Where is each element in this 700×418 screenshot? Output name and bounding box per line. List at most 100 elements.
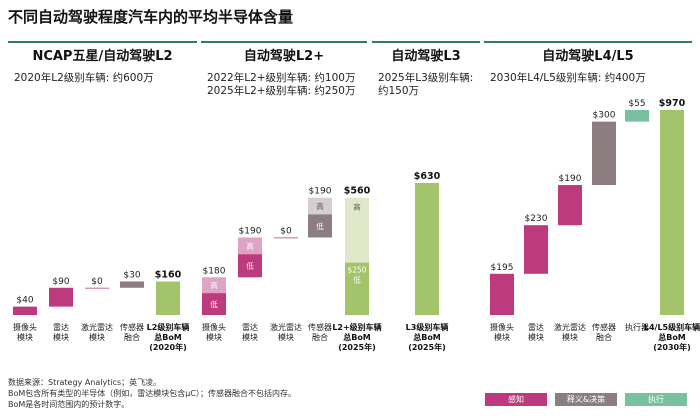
total-category-label: (2030年) [653, 342, 691, 352]
legend-decide: 释义&决策 [555, 393, 617, 406]
category-label: 摄像头 [13, 322, 37, 332]
total-bar [415, 183, 439, 315]
section-note: 2022年L2+级别车辆: 约100万 [207, 71, 355, 84]
section-note: 约150万 [378, 84, 419, 97]
category-label: 执行器 [625, 322, 649, 332]
waterfall-bar [490, 273, 514, 315]
waterfall-bar [49, 287, 73, 307]
category-label: 雷达 [528, 322, 544, 332]
category-label: 摄像头 [202, 322, 226, 332]
category-label: 传感器 [592, 322, 616, 332]
total-bar-high [345, 197, 369, 263]
segment-low-label: 低 [353, 275, 361, 285]
legend: 感知 释义&决策 执行 [485, 393, 687, 406]
total-category-label: 总BoM [343, 332, 371, 342]
segment-low-label: 低 [316, 221, 324, 231]
category-label: 雷达 [53, 322, 69, 332]
section-note: 2025年L3级别车辆: [378, 71, 473, 84]
value-label: $190 [309, 187, 332, 197]
footnotes: 数据来源：Strategy Analytics；英飞凌。 BoM包含所有类型的半… [8, 377, 296, 410]
value-label: $190 [239, 226, 262, 236]
total-value-label: $630 [414, 171, 441, 182]
category-label: 传感器 [308, 322, 332, 332]
category-label: 模块 [206, 332, 222, 342]
waterfall-bar [85, 287, 109, 289]
value-label: $55 [628, 99, 645, 109]
waterfall-bar [592, 121, 616, 186]
total-bar [660, 110, 684, 315]
total-bar-low [345, 262, 369, 315]
total-category-label: (2020年) [149, 342, 187, 352]
category-label: 模块 [528, 332, 544, 342]
value-label: $230 [525, 214, 548, 224]
category-label: 激光雷达 [554, 322, 586, 332]
footnote-source: 数据来源：Strategy Analytics；英飞凌。 [8, 378, 162, 387]
section-note: 2025年L2+级别车辆: 约250万 [207, 84, 355, 97]
total-category-label: (2025年) [338, 342, 376, 352]
section-title: 自动驾驶L4/L5 [542, 48, 633, 64]
category-label: 模块 [17, 332, 33, 342]
category-label: 模块 [494, 332, 510, 342]
total-bar [156, 281, 180, 315]
section-title: 自动驾驶L2+ [244, 48, 324, 64]
segment-high-label: 高 [353, 202, 361, 212]
bar-segment-low [202, 293, 226, 315]
total-category-label: 总BoM [658, 332, 686, 342]
total-low-value-label: $250 [347, 266, 366, 275]
waterfall-bar [120, 281, 144, 288]
total-value-label: $970 [659, 98, 686, 109]
category-label: 模块 [562, 332, 578, 342]
waterfall-bar [524, 225, 548, 274]
bar-segment-high [308, 197, 332, 215]
total-category-label: (2025年) [408, 342, 446, 352]
legend-exec: 执行 [625, 393, 687, 406]
total-category-label: L3级别车辆 [406, 322, 449, 332]
waterfall-bar [625, 110, 649, 122]
segment-low-label: 低 [246, 261, 254, 271]
section-note: 2030年L4/L5级别车辆: 约400万 [490, 71, 646, 84]
category-label: 融合 [312, 332, 328, 342]
category-label: 模块 [242, 332, 258, 342]
total-category-label: 总BoM [154, 332, 182, 342]
footnote-bom-estimate: BoM是各时间范围内的预计数字。 [8, 400, 130, 409]
value-label: $30 [123, 270, 140, 280]
footnote-bom-scope: BoM包含所有类型的半导体（例如，雷达模块包含µC）；传感器融合不包括内存。 [8, 389, 296, 398]
value-label: $90 [52, 277, 69, 287]
total-category-label: L2+级别车辆 [332, 322, 381, 332]
bar-segment-low [238, 254, 262, 278]
value-label: $190 [559, 174, 582, 184]
value-label: $300 [593, 111, 616, 121]
section-title: NCAP五星/自动驾驶L2 [32, 48, 172, 64]
page-title: 不同自动驾驶程度汽车内的平均半导体含量 [8, 8, 294, 26]
bar-segment-high [202, 277, 226, 294]
segment-low-label: 低 [210, 299, 218, 309]
category-label: 模块 [278, 332, 294, 342]
category-label: 模块 [89, 332, 105, 342]
category-label: 雷达 [242, 322, 258, 332]
total-category-label: L2级别车辆 [147, 322, 190, 332]
category-label: 摄像头 [490, 322, 514, 332]
section-title: 自动驾驶L3 [391, 48, 460, 64]
bar-segment-low [308, 214, 332, 238]
waterfall-bar [274, 237, 298, 239]
category-label: 模块 [53, 332, 69, 342]
value-label: $0 [280, 226, 292, 236]
waterfall-bar [558, 185, 582, 226]
waterfall-bar [13, 306, 37, 315]
category-label: 融合 [596, 332, 612, 342]
total-value-label: $560 [344, 186, 371, 197]
value-label: $40 [16, 296, 33, 306]
category-label: 融合 [124, 332, 140, 342]
value-label: $0 [91, 277, 103, 287]
total-category-label: 总BoM [413, 332, 441, 342]
segment-high-label: 高 [210, 280, 218, 290]
value-label: $195 [491, 263, 514, 273]
total-value-label: $160 [155, 269, 182, 280]
category-label: 激光雷达 [270, 322, 302, 332]
bar-segment-high [238, 237, 262, 255]
segment-high-label: 高 [316, 201, 324, 211]
category-label: 激光雷达 [81, 322, 113, 332]
value-label: $180 [203, 266, 226, 276]
section-note: 2020年L2级别车辆: 约600万 [14, 71, 154, 84]
total-category-label: L4/L5级别车辆 [644, 322, 700, 332]
